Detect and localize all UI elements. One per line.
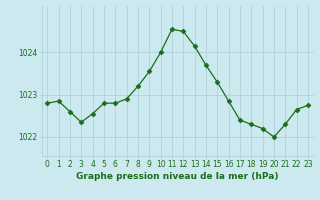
X-axis label: Graphe pression niveau de la mer (hPa): Graphe pression niveau de la mer (hPa) bbox=[76, 172, 279, 181]
